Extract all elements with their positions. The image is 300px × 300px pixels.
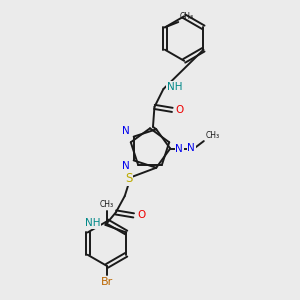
Text: NH: NH: [167, 82, 182, 92]
Text: O: O: [176, 105, 184, 115]
Text: CH₃: CH₃: [179, 12, 193, 21]
Text: N: N: [122, 161, 130, 171]
Text: N: N: [122, 126, 130, 136]
Text: O: O: [137, 210, 146, 220]
Text: N: N: [188, 142, 195, 153]
Text: S: S: [125, 172, 133, 185]
Text: Br: Br: [101, 277, 113, 287]
Text: CH₃: CH₃: [100, 200, 114, 209]
Text: N: N: [176, 143, 183, 154]
Text: CH₃: CH₃: [206, 131, 220, 140]
Text: NH: NH: [85, 218, 101, 228]
